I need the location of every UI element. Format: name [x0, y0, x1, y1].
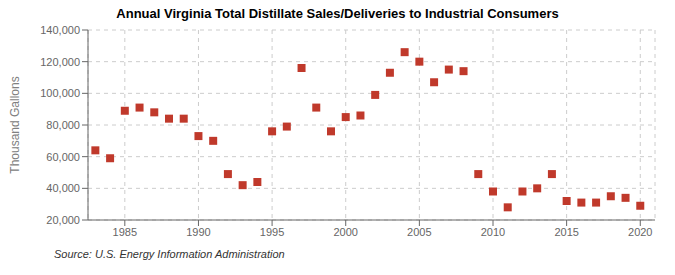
svg-text:40,000: 40,000: [46, 182, 80, 194]
svg-text:1995: 1995: [260, 226, 284, 238]
svg-text:2010: 2010: [481, 226, 505, 238]
svg-text:60,000: 60,000: [46, 151, 80, 163]
svg-text:120,000: 120,000: [40, 56, 80, 68]
svg-text:2005: 2005: [407, 226, 431, 238]
svg-text:100,000: 100,000: [40, 87, 80, 99]
html-text:Source: U.S. Energy Informatio: Source: U.S. Energy Information Administ…: [54, 248, 285, 260]
svg-text:1990: 1990: [186, 226, 210, 238]
svg-text:2015: 2015: [554, 226, 578, 238]
svg-text:140,000: 140,000: [40, 24, 80, 36]
svg-text:2000: 2000: [333, 226, 357, 238]
svg-text:Thousand Gallons: Thousand Gallons: [8, 76, 22, 173]
html-text:Annual Virginia Total Distilla: Annual Virginia Total Distillate Sales/D…: [116, 6, 559, 21]
svg-text:1985: 1985: [113, 226, 137, 238]
svg-text:20,000: 20,000: [46, 214, 80, 226]
svg-text:80,000: 80,000: [46, 119, 80, 131]
svg-text:2020: 2020: [628, 226, 652, 238]
